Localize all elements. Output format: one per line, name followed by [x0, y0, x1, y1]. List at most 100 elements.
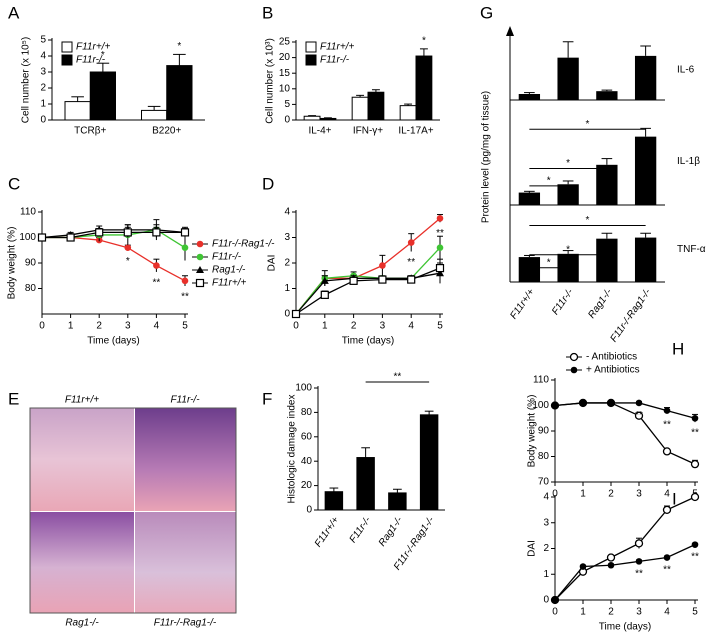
series-line [554, 496, 696, 601]
marker [407, 275, 416, 284]
marker [320, 276, 329, 284]
bar [415, 55, 433, 121]
bar [388, 492, 407, 511]
x-tick-label: B220+ [152, 126, 181, 137]
bar [419, 414, 439, 511]
marker [579, 563, 587, 570]
marker [691, 414, 699, 422]
x-tick-label: 0 [552, 489, 558, 500]
marker [569, 352, 579, 362]
bar [634, 55, 657, 100]
legend-label: F11r+/+ [212, 278, 246, 289]
series-line [42, 231, 185, 239]
bar [596, 238, 618, 282]
x-tick-label: IFN-γ+ [353, 126, 383, 137]
y-tick-label: 0 [543, 595, 549, 606]
panel-letter: D [262, 174, 274, 193]
panel-name: IL-1β [677, 156, 700, 167]
y-axis-label: DAI [527, 540, 538, 557]
marker [291, 309, 301, 319]
marker [579, 399, 587, 407]
y-tick-label: 0 [284, 309, 290, 320]
bar [303, 115, 321, 121]
bar [324, 491, 344, 511]
x-tick-label: TCRβ+ [74, 126, 106, 137]
x-tick-label: 1 [68, 321, 74, 332]
significance: ** [393, 372, 401, 383]
y-axis-label: DAI [267, 255, 278, 272]
x-tick-label: F11r+/+ [313, 515, 342, 550]
series-line [42, 236, 186, 282]
legend-label: - Antibiotics [586, 352, 637, 363]
x-tick-label: 0 [293, 321, 299, 332]
panel-letter: E [8, 389, 19, 408]
image-tile [30, 408, 134, 511]
legend-swatch [305, 41, 317, 53]
series-line [295, 267, 441, 315]
y-tick-label: 4 [543, 492, 549, 503]
significance: ** [691, 552, 699, 563]
x-tick-label: F11r-/- [348, 514, 374, 545]
y-tick-label: 5 [284, 99, 290, 110]
bar [596, 91, 618, 100]
marker [634, 539, 644, 548]
y-tick-label: 1 [543, 569, 549, 580]
y-tick-label: 2 [284, 258, 290, 269]
y-tick-label: 0 [306, 505, 312, 516]
marker [662, 505, 672, 515]
significance: * [566, 158, 570, 169]
marker [320, 290, 329, 299]
y-tick-label: 100 [532, 400, 549, 411]
x-tick-label: 1 [580, 489, 586, 500]
panel-letter: B [262, 3, 273, 22]
series-line [554, 402, 696, 419]
marker [634, 411, 644, 420]
y-tick-label: 80 [301, 407, 313, 418]
x-tick-label: Rag1-/- [377, 514, 406, 548]
legend-swatch [61, 41, 73, 53]
y-tick-label: 3 [40, 67, 46, 78]
significance: * [422, 36, 426, 47]
bar [166, 65, 193, 121]
marker [379, 262, 386, 269]
marker [124, 244, 132, 251]
bar [518, 257, 541, 282]
legend-label: F11r-/- [320, 55, 350, 66]
marker [691, 541, 699, 548]
x-tick-label: 3 [636, 489, 642, 500]
image-tile [30, 512, 134, 613]
marker [551, 596, 559, 604]
legend-swatch [61, 54, 73, 66]
legend-label: F11r+/+ [76, 42, 110, 53]
y-tick-label: 15 [279, 68, 291, 79]
significance: ** [635, 410, 643, 421]
x-tick-label: 3 [636, 607, 642, 618]
y-tick-label: 90 [25, 258, 37, 269]
y-tick-label: 110 [20, 207, 36, 218]
marker [181, 244, 189, 251]
significance: ** [691, 428, 699, 439]
bar [64, 101, 91, 121]
x-tick-label: Rag1-/- [586, 286, 615, 320]
y-tick-label: 3 [284, 232, 290, 243]
y-tick-label: 0 [284, 115, 290, 126]
panel-letter: G [480, 3, 493, 22]
y-tick-label: 110 [533, 375, 549, 386]
y-axis-label: Cell number (x 10³) [265, 38, 276, 124]
significance: ** [153, 278, 161, 289]
legend-swatch [305, 54, 317, 66]
y-tick-label: 20 [279, 52, 291, 63]
x-tick-label: 5 [182, 321, 188, 332]
bar [351, 96, 369, 121]
marker [153, 262, 160, 269]
y-tick-label: 4 [40, 51, 46, 62]
significance: ** [436, 228, 444, 239]
x-tick-label: 5 [692, 607, 698, 618]
bar [356, 457, 375, 511]
marker [196, 253, 204, 261]
x-tick-label: 2 [608, 489, 614, 500]
image-frame [29, 407, 237, 614]
x-tick-label: F11r-/- [550, 286, 576, 317]
panel-letter: H [672, 339, 684, 358]
